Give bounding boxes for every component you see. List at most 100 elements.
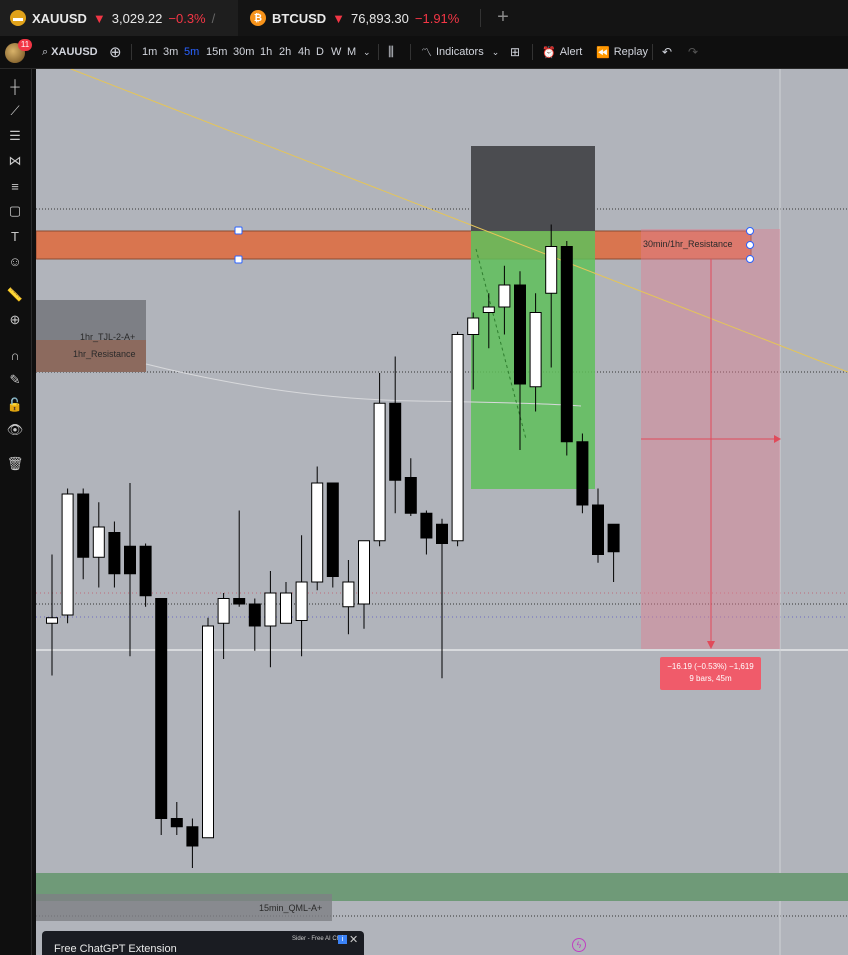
bearish-candle (170, 818, 183, 828)
interval-4h[interactable]: 4h (298, 46, 311, 58)
bullish-candle (529, 312, 542, 388)
candle-type-icon[interactable]: ⫼ (388, 44, 394, 59)
rewind-icon: ⏪ (596, 46, 610, 59)
interval-5m[interactable]: 5m (184, 46, 200, 58)
bearish-candle (233, 598, 246, 605)
ad-title: Free ChatGPT Extension (54, 943, 177, 955)
bullish-candle (295, 581, 308, 621)
tab-separator: / (211, 10, 216, 26)
measure-tooltip: −16.19 (−0.53%) −1,619 9 bars, 45m (660, 657, 761, 690)
chevron-down-icon[interactable]: ⌄ (363, 46, 371, 57)
symbol-label: XAUUSD (51, 46, 98, 58)
rectangle-icon[interactable]: ▢ (8, 203, 22, 218)
bearish-candle (576, 441, 589, 506)
interval-2h[interactable]: 2h (279, 46, 292, 58)
bearish-candle (607, 523, 620, 553)
toolbar-divider (378, 44, 379, 60)
tab-bar: ▬ XAUUSD ▼ 3,029.22 −0.3% / ₿ BTCUSD ▼ 7… (0, 0, 848, 36)
eye-icon[interactable]: 👁 (6, 422, 24, 437)
resistance-1hr-zone[interactable] (36, 340, 146, 372)
ad-info-icon[interactable]: i (338, 935, 347, 944)
compare-plus-icon[interactable]: ⊕ (109, 44, 122, 61)
price-chart[interactable]: 30min/1hr_Resistance 1hr_TJL-2-A+ 1hr_Re… (36, 69, 848, 955)
bearish-candle (139, 545, 152, 597)
pattern-icon[interactable]: ⋈ (8, 153, 22, 168)
new-tab-plus-icon[interactable]: + (497, 6, 509, 28)
position-dashed-line (475, 248, 527, 440)
pencil-lock-icon[interactable]: ✎ (9, 372, 21, 387)
interval-d[interactable]: D (316, 46, 324, 58)
zone-handle[interactable] (234, 226, 243, 235)
bearish-candle (108, 532, 121, 575)
bearish-candle (326, 482, 339, 577)
emoji-icon[interactable]: ☺ (8, 253, 22, 269)
bearish-candle (514, 284, 526, 385)
bearish-candle (77, 493, 90, 558)
bullish-candle (545, 246, 558, 294)
alert-button[interactable]: ⏰ Alert (542, 36, 582, 68)
indicators-button[interactable]: 〽 Indicators ⌄ (421, 36, 499, 68)
close-icon[interactable]: ✕ (349, 934, 359, 946)
moving-average-line (145, 363, 582, 407)
bearish-candle (186, 826, 199, 847)
zone-handle[interactable] (746, 227, 754, 235)
interval-1h[interactable]: 1h (260, 46, 273, 58)
crosshair-icon[interactable]: ┼ (10, 78, 20, 94)
bearish-candle (592, 504, 604, 555)
zone-handle[interactable] (746, 241, 754, 249)
bullish-candle (280, 592, 292, 624)
interval-1m[interactable]: 1m (142, 46, 158, 58)
down-arrow-icon: ▼ (92, 10, 106, 26)
fib-lines-icon[interactable]: ☰ (9, 128, 21, 143)
redo-icon[interactable]: ↷ (688, 45, 699, 59)
lock-icon[interactable]: 🔓 (6, 397, 24, 412)
toolbar-divider (131, 44, 132, 60)
interval-15m[interactable]: 15m (206, 46, 228, 58)
trash-icon[interactable]: 🗑 (6, 456, 24, 471)
interval-w[interactable]: W (331, 46, 342, 58)
trend-line-icon[interactable]: ⟋ (10, 103, 20, 118)
bullish-candle (202, 625, 214, 839)
bullish-candle (373, 402, 386, 542)
candlestick-series (46, 224, 620, 868)
bullish-candle (61, 493, 74, 616)
zone-handle[interactable] (234, 255, 243, 264)
resistance-30m-1h-zone[interactable] (36, 230, 752, 260)
zoom-in-icon[interactable]: ⊕ (9, 312, 21, 327)
indicators-icon: 〽 (421, 47, 432, 59)
interval-3m[interactable]: 3m (163, 46, 179, 58)
qml-15min-zone[interactable] (36, 894, 332, 921)
interval-30m[interactable]: 30m (233, 46, 255, 58)
replay-button[interactable]: ⏪ Replay (596, 36, 648, 68)
bullish-candle (311, 482, 324, 583)
bullish-candle (92, 526, 105, 558)
undo-icon[interactable]: ↶ (662, 45, 673, 59)
projection-icon[interactable]: ≡ (11, 178, 19, 194)
bearish-candle (124, 545, 136, 575)
ruler-icon[interactable]: 📏 (6, 287, 24, 302)
bullish-candle (467, 317, 480, 335)
ad-banner[interactable]: Free ChatGPT Extension Sider - Free AI C… (42, 931, 364, 955)
qml-15min-label: 15min_QML-A+ (259, 903, 323, 913)
bearish-candle (560, 246, 573, 443)
tab-price: 3,029.22 (111, 10, 163, 26)
measure-arrow-head (707, 641, 715, 649)
tab-xauusd[interactable]: ▬ XAUUSD ▼ 3,029.22 −0.3% / (0, 0, 238, 36)
text-icon[interactable]: T (11, 228, 19, 244)
interval-m[interactable]: M (347, 46, 357, 58)
trend-line[interactable] (70, 69, 848, 373)
chevron-down-icon: ⌄ (491, 46, 500, 57)
indicators-label: Indicators (436, 46, 484, 58)
lightning-icon[interactable]: ϟ (572, 938, 586, 952)
alert-label: Alert (559, 46, 583, 58)
magnet-icon[interactable]: ∩ (10, 347, 20, 363)
measure-arrow-head (774, 435, 781, 443)
bullish-candle (358, 540, 370, 605)
symbol-search[interactable]: ⌕ XAUUSD (42, 36, 98, 68)
layouts-grid-icon[interactable]: ⊞ (510, 45, 521, 59)
toolbar-divider (410, 44, 411, 60)
bullish-candle (451, 334, 464, 542)
stop-loss-zone[interactable] (471, 146, 595, 231)
tab-btcusd[interactable]: ₿ BTCUSD ▼ 76,893.30 −1.91% (250, 0, 468, 36)
zone-handle[interactable] (746, 255, 754, 263)
